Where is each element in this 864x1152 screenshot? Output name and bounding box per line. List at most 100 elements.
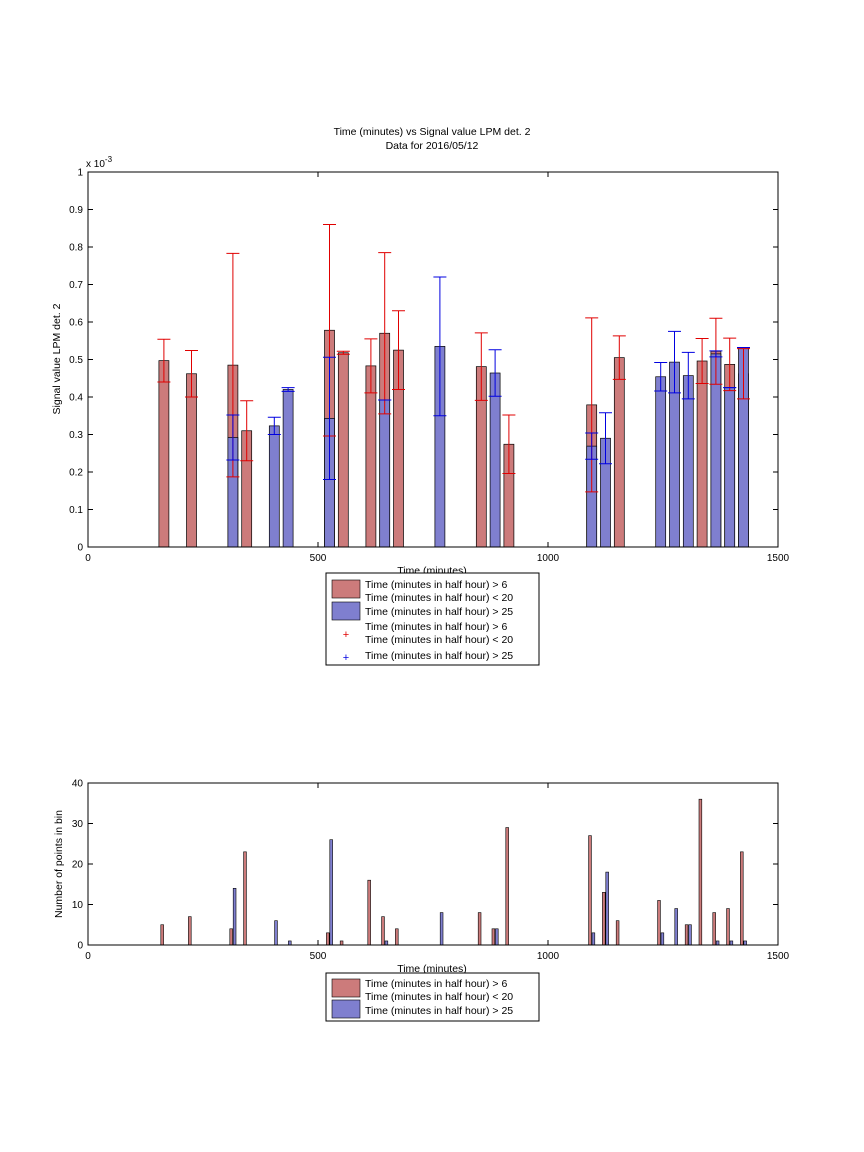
top-chart-y-tick-label: 0.3 <box>69 430 83 441</box>
top-chart-x-tick-label: 0 <box>85 553 91 564</box>
bottom-chart: 0 500 1000 1500 0 10 20 30 40 Time (minutes) Num… <box>53 779 790 976</box>
top-error-bar-blue <box>681 351 695 400</box>
bottom-chart-y-tick-label: 20 <box>72 860 84 871</box>
bottom-bar-red <box>188 916 192 946</box>
top-chart-y-tick-label: 0.5 <box>69 355 83 366</box>
bottom-bar-blue <box>591 932 596 946</box>
top-error-bar-blue <box>226 414 240 461</box>
bottom-bar-blue <box>715 940 720 946</box>
bottom-legend-red-swatch <box>331 978 361 998</box>
top-chart-y-tick-label: 0.7 <box>69 280 83 291</box>
bottom-bar-red <box>477 912 482 946</box>
bottom-chart-x-tick-label: 1000 <box>537 951 560 962</box>
top-legend-red-swatch <box>331 579 361 599</box>
top-chart-y-tick-label: 0.2 <box>69 468 83 479</box>
top-chart-ylabel: Signal value LPM det. 2 <box>51 303 63 414</box>
bottom-bar-red <box>160 924 164 946</box>
bottom-chart-bars <box>160 798 747 946</box>
top-bar-blue <box>682 375 694 548</box>
top-error-bar-blue <box>585 432 599 460</box>
bottom-bar-red <box>657 900 661 946</box>
top-bar-red <box>337 352 349 548</box>
bottom-chart-xlabel: Time (minutes) <box>397 963 467 975</box>
bottom-bar-red <box>326 932 330 946</box>
top-error-bar-blue <box>323 356 336 480</box>
top-chart-y-tick-label: 0 <box>77 543 83 554</box>
bottom-bar-red <box>726 908 730 946</box>
top-error-bar-red <box>392 310 405 390</box>
bottom-bar-red <box>712 912 716 946</box>
top-error-bar-blue <box>267 416 281 435</box>
top-legend-bar1-line2: Time (minutes in half hour) < 20 <box>365 592 513 604</box>
top-error-bar-red <box>185 350 198 398</box>
top-bar-blue <box>724 387 736 548</box>
top-error-bar-red <box>240 400 254 462</box>
top-legend-bar1-line1: Time (minutes in half hour) > 6 <box>365 579 507 591</box>
top-chart: Time (minutes) vs Signal value LPM det. … <box>51 126 790 577</box>
top-chart-title-line1: Time (minutes) vs Signal value LPM det. … <box>334 126 531 138</box>
bottom-chart-y-tick-label: 40 <box>72 779 84 790</box>
bottom-bar-blue <box>232 887 237 946</box>
top-chart-ticks: 0 500 1000 1500 0 0.1 0.2 0.3 0.4 0.5 0.6 0.7 0.8 0.9… <box>69 168 789 565</box>
bottom-bar-red <box>339 940 344 946</box>
top-chart-axes-box <box>87 171 779 548</box>
top-legend-marker2: Time (minutes in half hour) > 25 <box>365 650 513 662</box>
bottom-bar-blue <box>729 940 734 946</box>
top-bar-red <box>158 360 170 548</box>
top-error-bar-blue <box>488 349 502 397</box>
bottom-bar-red <box>395 928 399 946</box>
bottom-bar-blue <box>274 920 278 946</box>
bottom-legend-bar2: Time (minutes in half hour) > 25 <box>365 1005 513 1017</box>
bottom-bar-red <box>740 851 744 946</box>
top-error-bar-blue <box>668 330 681 394</box>
top-legend-box <box>325 572 540 666</box>
top-legend-bar2: Time (minutes in half hour) > 25 <box>365 606 513 618</box>
top-error-bar-red <box>157 338 171 383</box>
top-chart-exponent-label: x 10-3 <box>86 155 113 170</box>
bottom-chart-x-tick-label: 500 <box>310 951 327 962</box>
top-chart-x-tick-label: 1500 <box>767 553 790 564</box>
top-error-bar-red <box>585 317 599 493</box>
top-chart-x-tick-label: 500 <box>310 553 327 564</box>
bottom-bar-blue <box>495 928 499 946</box>
top-legend-marker1-line1: Time (minutes in half hour) > 6 <box>365 621 507 633</box>
top-error-bar-blue <box>599 412 612 465</box>
top-error-bar-red <box>502 414 516 474</box>
bottom-bar-red <box>229 928 233 946</box>
bottom-bar-blue <box>439 912 444 946</box>
bottom-bar-red <box>381 916 385 946</box>
bottom-bar-red <box>491 928 496 946</box>
top-bar-blue <box>282 389 294 548</box>
bottom-chart-ylabel: Number of points in bin <box>53 810 65 918</box>
bottom-bar-blue <box>329 839 333 946</box>
top-error-bar-blue <box>433 276 447 417</box>
top-error-bar-red <box>612 335 626 380</box>
bottom-legend-box <box>325 972 540 1022</box>
top-chart-y-tick-label: 0.8 <box>69 243 83 254</box>
bottom-legend: Time (minutes in half hour) > 6 Time (mi… <box>325 972 540 1022</box>
top-error-bar-red <box>364 338 378 394</box>
bottom-chart-ticks: 0 500 1000 1500 0 10 20 30 40 <box>72 779 790 963</box>
top-chart-y-tick-label: 0.6 <box>69 318 83 329</box>
bottom-bar-blue <box>688 924 692 946</box>
top-legend-red-marker-icon: + <box>343 629 349 641</box>
top-error-bar-blue <box>654 362 668 392</box>
bottom-legend-bar1-line2: Time (minutes in half hour) < 20 <box>365 991 513 1003</box>
bottom-bar-blue <box>605 871 609 946</box>
top-error-bar-blue <box>281 387 295 392</box>
top-chart-error-bars <box>157 224 750 493</box>
bottom-bar-red <box>615 920 620 946</box>
top-legend: Time (minutes in half hour) > 6 Time (mi… <box>325 572 540 666</box>
top-chart-x-tick-label: 1000 <box>537 553 560 564</box>
bottom-bar-blue <box>660 932 665 946</box>
top-error-bar-red <box>695 338 709 384</box>
top-bar-blue <box>655 376 667 548</box>
top-legend-blue-marker-icon: + <box>343 652 349 664</box>
top-bar-red <box>696 360 708 548</box>
top-bar-red <box>613 357 625 548</box>
bottom-bar-red <box>243 851 247 946</box>
bottom-chart-axes-box <box>87 782 779 946</box>
bottom-bar-red <box>367 879 371 946</box>
bottom-bar-blue <box>288 940 292 946</box>
